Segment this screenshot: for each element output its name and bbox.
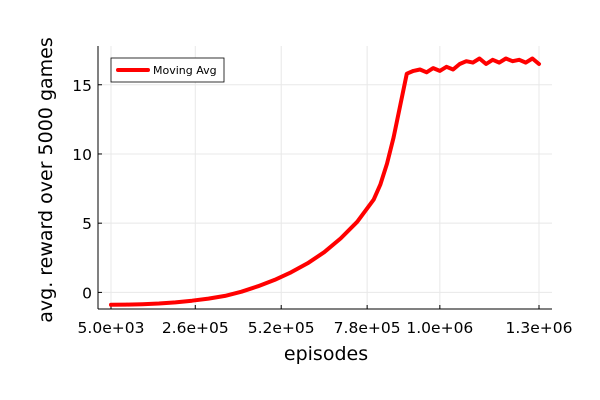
y-axis-ticks: 0 5 10 15 <box>72 77 102 302</box>
x-tick-label: 5.0e+03 <box>78 319 145 337</box>
x-tick-label: 1.3e+06 <box>506 319 573 337</box>
x-tick-label: 1.0e+06 <box>406 319 473 337</box>
series-line-moving-avg <box>109 56 541 307</box>
x-axis-ticks: 5.0e+03 2.6e+05 5.2e+05 7.8e+05 1.0e+06 1.3e+… <box>78 305 573 337</box>
y-tick-label: 0 <box>82 284 92 302</box>
x-tick-label: 5.2e+05 <box>248 319 315 337</box>
x-axis-title: episodes <box>284 343 368 365</box>
y-axis-title: avg. reward over 5000 games <box>35 37 57 322</box>
y-tick-label: 5 <box>82 215 92 233</box>
x-tick-label: 7.8e+05 <box>334 319 401 337</box>
x-gridlines <box>110 46 540 309</box>
x-tick-label: 2.6e+05 <box>162 319 229 337</box>
y-gridlines <box>98 84 552 293</box>
y-tick-label: 10 <box>72 146 92 164</box>
legend-label: Moving Avg <box>153 64 217 77</box>
y-tick-label: 15 <box>72 77 92 95</box>
legend: Moving Avg <box>110 57 225 83</box>
